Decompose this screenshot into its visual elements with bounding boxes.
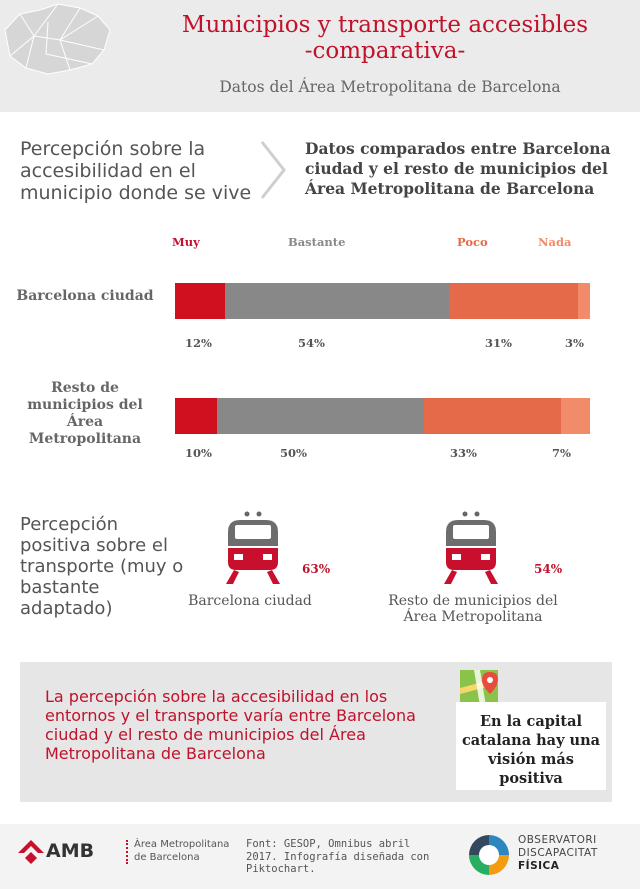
- conclusion-text: La percepción sobre la accesibilidad en …: [45, 687, 416, 763]
- chevron-right-icon: [260, 141, 286, 199]
- title-line-1: Municipios y transporte accesibles: [181, 12, 589, 38]
- comparison-heading: Datos comparados entre Barcelona ciudad …: [305, 139, 611, 198]
- data-label-resto-muy: 10%: [185, 446, 212, 460]
- bar-segment-resto-muy: [175, 398, 217, 434]
- bar-segment-barcelona-bastante: [224, 283, 449, 319]
- header: [0, 0, 640, 112]
- highlight-text: En la capital catalana hay una visión má…: [461, 713, 601, 787]
- obs-line-2: DISCAPACITAT: [518, 847, 598, 859]
- data-label-barcelona-nada: 3%: [565, 336, 584, 350]
- page-title: Municipios y transporte accesibles -comp…: [130, 12, 640, 64]
- transport-value-resto: 54%: [534, 562, 563, 576]
- map-pin-icon: [460, 670, 498, 706]
- bar-segment-barcelona-poco: [448, 283, 578, 319]
- data-label-barcelona-poco: 31%: [485, 336, 512, 350]
- train-icon: [226, 511, 280, 584]
- legend-muy: Muy: [172, 235, 200, 249]
- title-line-2: -comparativa-: [304, 38, 466, 64]
- data-label-resto-nada: 7%: [552, 446, 571, 460]
- data-label-barcelona-muy: 12%: [185, 336, 212, 350]
- highlight-card: [456, 702, 606, 790]
- page-subtitle: Datos del Área Metropolitana de Barcelon…: [219, 78, 561, 96]
- train-icon: [444, 511, 498, 584]
- bar-segment-resto-bastante: [216, 398, 424, 434]
- obs-line-3: FÍSICA: [518, 860, 560, 872]
- footer: [0, 824, 640, 889]
- amb-logo-icon: [18, 840, 44, 864]
- legend-poco: Poco: [457, 235, 488, 249]
- bar-segment-resto-poco: [424, 398, 561, 434]
- amb-name: Àrea Metropolitana de Barcelona: [134, 839, 230, 863]
- bar-segment-resto-nada: [560, 398, 590, 434]
- divider: [126, 840, 130, 864]
- row-label-resto: Resto de municipios del Área Metropolita…: [27, 380, 143, 447]
- metropolitan-map-image: [4, 3, 111, 75]
- legend-bastante: Bastante: [288, 235, 346, 249]
- source-note: Font: GESOP, Omnibus abril 2017. Infogra…: [246, 838, 430, 875]
- transport-heading: Percepción positiva sobre el transporte …: [20, 514, 184, 619]
- transport-value-barcelona: 63%: [302, 562, 331, 576]
- transport-label-barcelona: Barcelona ciudad: [188, 593, 312, 609]
- data-label-resto-bastante: 50%: [280, 446, 307, 460]
- observatori-name: OBSERVATORI DISCAPACITAT FÍSICA: [518, 834, 638, 873]
- observatori-logo-icon: [469, 835, 509, 875]
- bar-segment-barcelona-muy: [175, 283, 225, 319]
- data-label-barcelona-bastante: 54%: [298, 336, 325, 350]
- row-label-barcelona: Barcelona ciudad: [16, 288, 154, 304]
- obs-line-1: OBSERVATORI: [518, 834, 597, 846]
- transport-label-resto: Resto de municipios del Área Metropolita…: [388, 593, 558, 625]
- bar-segment-barcelona-nada: [577, 283, 590, 319]
- legend-nada: Nada: [538, 235, 572, 249]
- amb-logo-text: AMB: [46, 840, 95, 862]
- perception-heading: Percepción sobre la accesibilidad en el …: [20, 138, 252, 204]
- data-label-resto-poco: 33%: [450, 446, 477, 460]
